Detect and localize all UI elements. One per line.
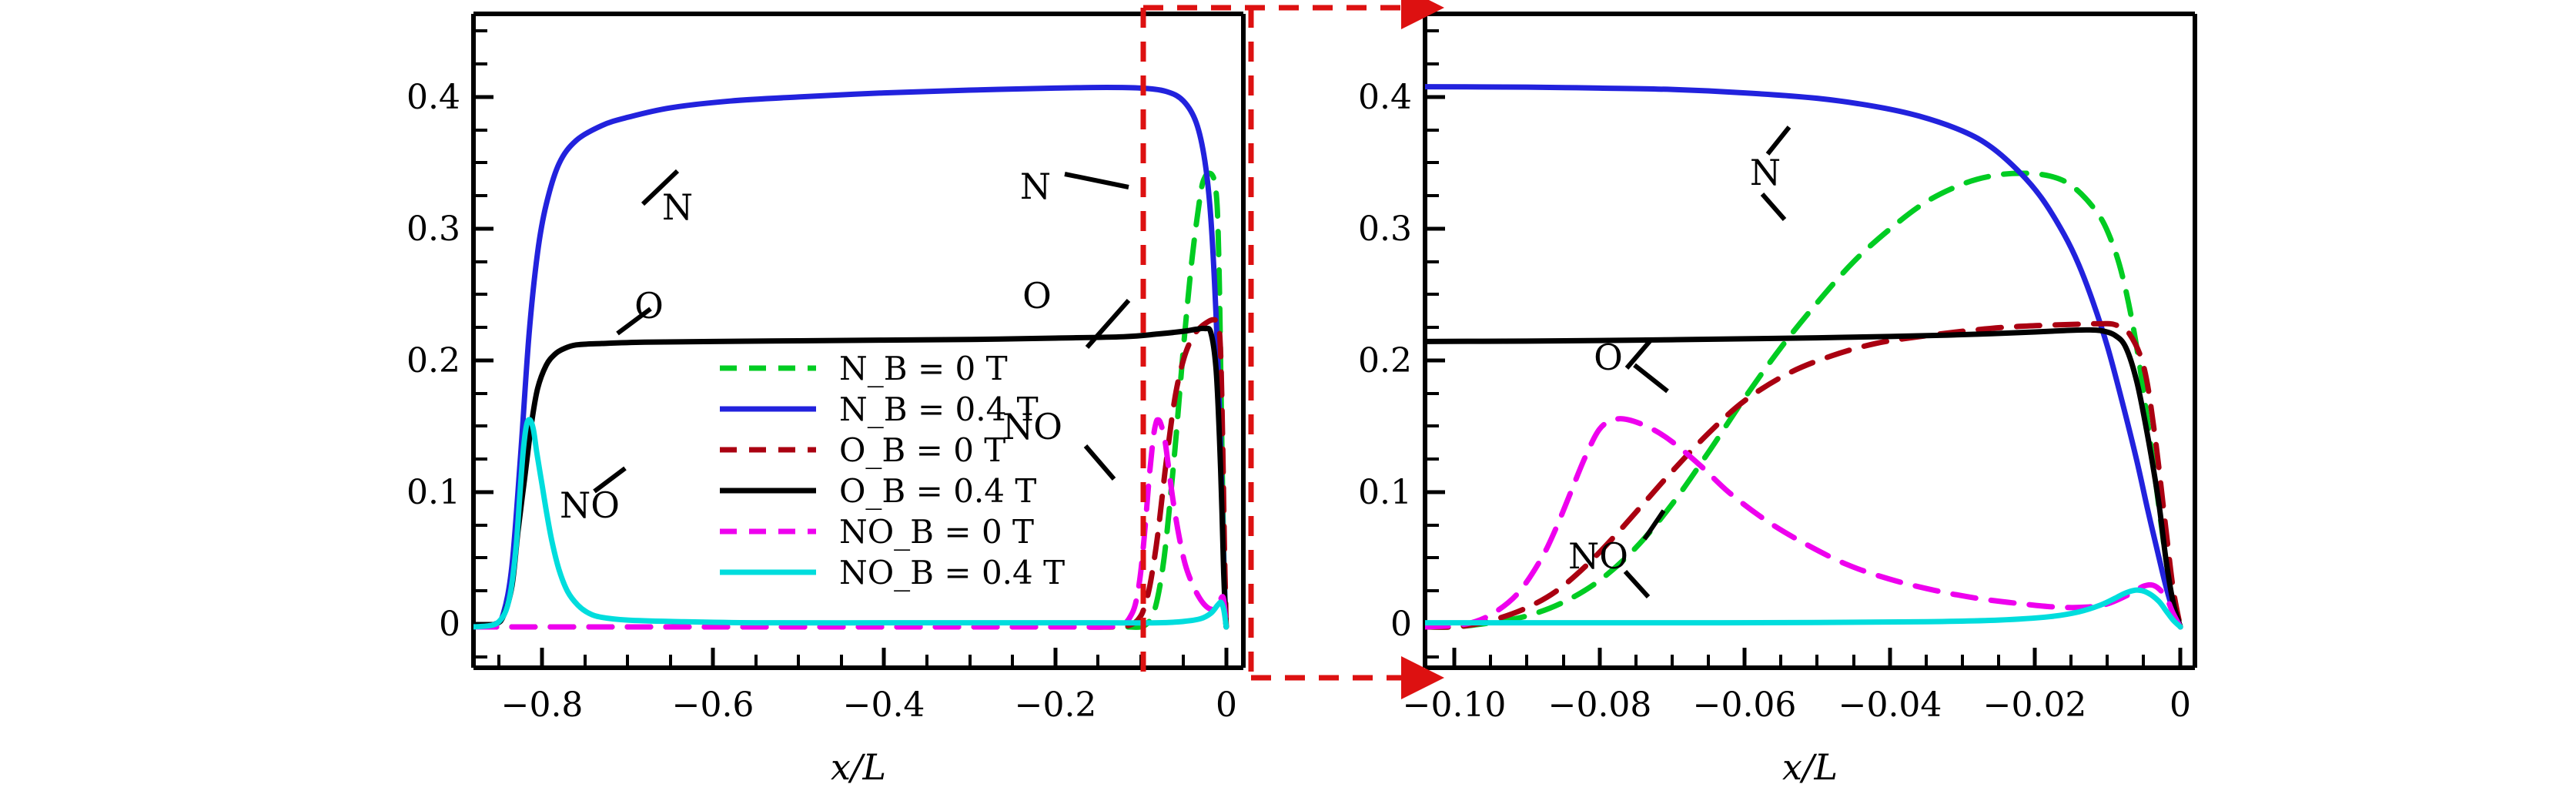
right-xtick--0.02: −0.02 bbox=[1983, 685, 2087, 725]
right-annotation-leaders bbox=[1623, 126, 1791, 599]
right-y-minor-ticks bbox=[1425, 29, 1439, 659]
right-x-axis-label: x/L bbox=[1782, 746, 1838, 788]
left-xtick--0.6: −0.6 bbox=[672, 685, 754, 725]
right-x-minor-ticks bbox=[1489, 655, 2145, 668]
left-ytick-0.3: 0.3 bbox=[406, 209, 460, 249]
right-xtick--0.06: −0.06 bbox=[1693, 685, 1797, 725]
curve-no-b-0-t bbox=[473, 417, 1229, 630]
left-xtick--0.8: −0.8 bbox=[501, 685, 584, 725]
left-annot-n: N bbox=[662, 186, 693, 228]
left-curve-group bbox=[473, 85, 1229, 630]
curve-n-b-0-4-t bbox=[473, 85, 1229, 630]
right-xtick--0.04: −0.04 bbox=[1838, 685, 1942, 725]
right-annot-n: N bbox=[1750, 152, 1781, 193]
left-xtick--0.2: −0.2 bbox=[1015, 685, 1097, 725]
left-ytick-0: 0 bbox=[439, 605, 460, 644]
left-chart-panel: Mass fraction bbox=[406, 12, 1246, 788]
curve-no-b-0-t bbox=[1425, 416, 2183, 630]
right-ytick-0.3: 0.3 bbox=[1358, 209, 1412, 249]
left-legend: N_B = 0 TN_B = 0.4 TO_B = 0 TO_B = 0.4 T… bbox=[720, 350, 1065, 591]
left-annot-no-right: NO bbox=[1002, 406, 1062, 447]
legend-label-2: O_B = 0 T bbox=[839, 431, 1005, 469]
legend-label-3: O_B = 0.4 T bbox=[839, 472, 1036, 510]
left-ytick-0.1: 0.1 bbox=[406, 473, 460, 512]
left-y-minor-ticks bbox=[473, 29, 487, 659]
curve-n-b-0-4-t bbox=[1425, 84, 2183, 630]
left-xtick-0: 0 bbox=[1216, 685, 1237, 725]
left-ytick-0.4: 0.4 bbox=[406, 78, 460, 117]
left-xtick--0.4: −0.4 bbox=[843, 685, 925, 725]
curve-o-b-0-t bbox=[1425, 320, 2183, 630]
right-annot-no: NO bbox=[1568, 535, 1628, 577]
right-chart-svg: Mass fraction bbox=[1358, 12, 2197, 788]
left-annot-n-right: N bbox=[1020, 166, 1051, 207]
legend-label-4: NO_B = 0 T bbox=[839, 513, 1034, 551]
right-xtick-0: 0 bbox=[2170, 685, 2191, 725]
legend-label-0: N_B = 0 T bbox=[839, 350, 1008, 387]
left-annot-no: NO bbox=[560, 484, 620, 526]
legend-label-5: NO_B = 0.4 T bbox=[839, 554, 1065, 591]
right-chart-panel: Mass fraction bbox=[1267, 0, 2576, 811]
right-xtick--0.08: −0.08 bbox=[1548, 685, 1652, 725]
left-annotation-leaders bbox=[593, 169, 1131, 494]
left-ytick-0.2: 0.2 bbox=[406, 341, 460, 380]
right-xtick--0.10: −0.10 bbox=[1403, 685, 1507, 725]
legend-label-1: N_B = 0.4 T bbox=[839, 390, 1039, 428]
right-curve-group bbox=[1425, 84, 2183, 630]
right-annot-o: O bbox=[1594, 337, 1623, 378]
curve-no-b-0-4-t bbox=[473, 417, 1229, 630]
right-ytick-0.2: 0.2 bbox=[1358, 341, 1412, 380]
curve-no-b-0-4-t bbox=[1425, 587, 2183, 630]
left-annot-o: O bbox=[634, 285, 664, 327]
right-ytick-0: 0 bbox=[1390, 605, 1412, 644]
left-annot-o-right: O bbox=[1022, 275, 1052, 317]
left-x-axis-label: x/L bbox=[831, 746, 886, 788]
left-x-ticks bbox=[540, 648, 1229, 668]
curve-o-b-0-4-t bbox=[473, 325, 1229, 630]
right-ytick-0.4: 0.4 bbox=[1358, 78, 1412, 117]
right-x-ticks bbox=[1452, 648, 2183, 668]
right-y-ticks bbox=[1425, 95, 1445, 626]
right-ytick-0.1: 0.1 bbox=[1358, 473, 1412, 512]
left-y-ticks bbox=[473, 95, 493, 626]
curve-o-b-0-4-t bbox=[1425, 327, 2183, 630]
left-chart-svg: Mass fraction bbox=[406, 12, 1246, 788]
